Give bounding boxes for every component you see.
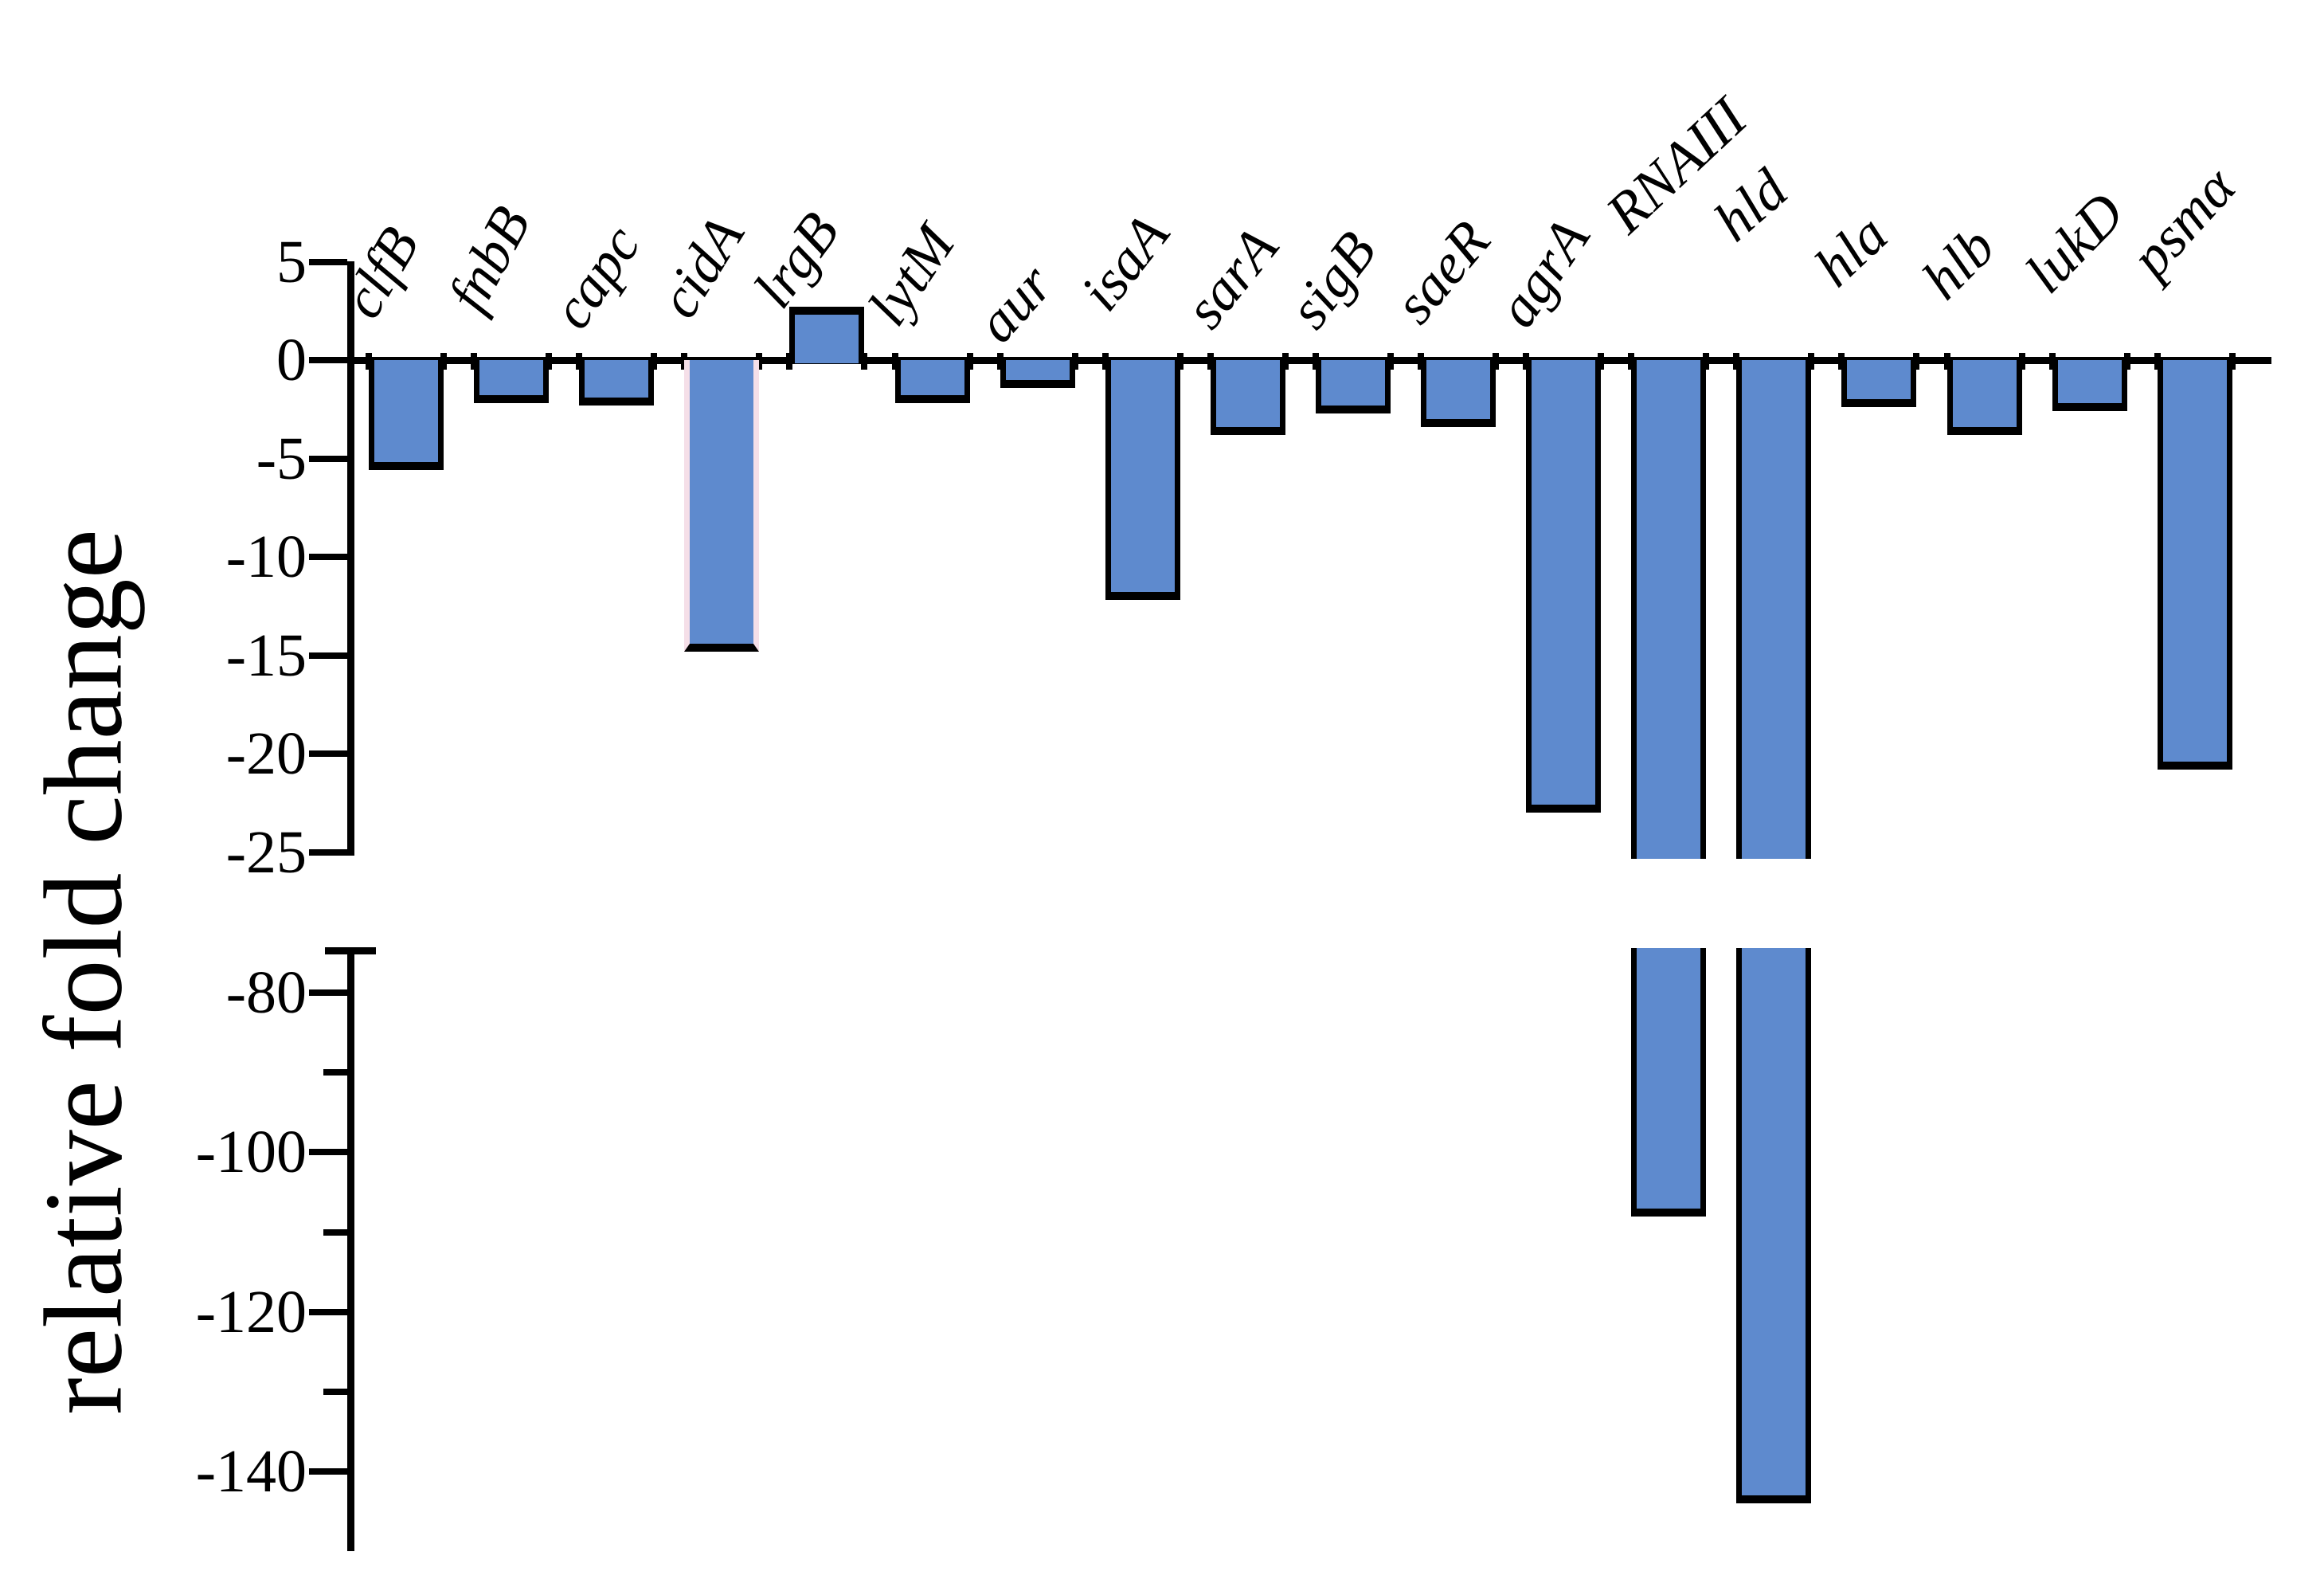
bar-sigB — [1315, 360, 1391, 413]
bar-sarA — [1210, 360, 1285, 435]
y-tick-label-0: 0 — [276, 327, 307, 394]
category-tick — [2228, 353, 2236, 370]
category-label-capc: capc — [539, 214, 653, 340]
y-tick-label--5: -5 — [256, 425, 307, 492]
category-label-psmα: psmα — [2118, 155, 2248, 289]
bar-capc — [579, 360, 655, 406]
category-label-hld: hld — [1702, 157, 1800, 254]
bar-RNAIII — [1631, 360, 1707, 859]
bar-hlb — [1946, 360, 2022, 435]
y-axis-line-upper — [347, 261, 354, 856]
bar-lrgB — [789, 307, 865, 363]
y-tick-label--25: -25 — [225, 818, 307, 886]
category-label-saeR: saeR — [1381, 208, 1503, 335]
bar-cidA — [684, 360, 760, 652]
category-tick — [861, 353, 868, 370]
category-tick — [1071, 353, 1078, 370]
category-tick — [756, 353, 763, 370]
y-axis-line-lower — [347, 950, 354, 1551]
category-tick — [1281, 353, 1289, 370]
category-label-lrgB: lrgB — [741, 200, 852, 319]
category-label-agrA: agrA — [1485, 207, 1602, 339]
bar-psmα — [2157, 360, 2232, 770]
category-label-hlb: hlb — [1909, 214, 2007, 312]
category-tick — [966, 353, 973, 370]
y-tick--100 — [309, 1149, 347, 1156]
y-minor-tick--110 — [323, 1228, 347, 1236]
category-label-aur: aur — [964, 252, 1065, 355]
y-minor-tick--130 — [323, 1389, 347, 1395]
category-tick — [1703, 353, 1710, 370]
y-tick--15 — [309, 652, 347, 659]
y-tick-label--10: -10 — [225, 523, 307, 590]
category-tick — [1176, 353, 1184, 370]
category-tick — [1808, 353, 1815, 370]
y-tick--25 — [309, 848, 347, 856]
y-tick--5 — [309, 455, 347, 462]
bar-hld-lower — [1736, 948, 1812, 1504]
bar-lytM — [894, 360, 970, 404]
y-tick-label--20: -20 — [225, 720, 307, 787]
bar-aur — [1000, 360, 1075, 388]
y-tick-label--80: -80 — [225, 959, 307, 1026]
y-tick-label--120: -120 — [195, 1278, 307, 1346]
category-tick — [546, 353, 553, 370]
bar-isaA — [1105, 360, 1180, 601]
y-tick--80 — [309, 989, 347, 996]
category-label-lukD: lukD — [2012, 180, 2136, 305]
bar-agrA — [1526, 360, 1602, 813]
category-label-sarA: sarA — [1172, 215, 1290, 340]
category-tick — [1913, 353, 1920, 370]
bar-hld — [1736, 360, 1812, 859]
y-tick-label--15: -15 — [225, 621, 307, 689]
y-tick-label--100: -100 — [195, 1119, 307, 1186]
bar-fnbB — [474, 360, 550, 404]
y-tick-label-5: 5 — [276, 228, 307, 296]
category-tick — [2018, 353, 2025, 370]
category-label-fnbB: fnbB — [435, 196, 543, 322]
y-tick--20 — [309, 750, 347, 757]
category-tick — [2123, 353, 2130, 370]
y-minor-tick--90 — [323, 1069, 347, 1076]
category-tick — [440, 353, 447, 370]
bar-clfB — [369, 360, 444, 471]
category-label-cidA: cidA — [646, 205, 757, 329]
category-tick — [1493, 353, 1499, 370]
category-label-isaA: isaA — [1067, 202, 1181, 323]
category-tick — [651, 353, 658, 370]
category-label-lytM: lytM — [855, 214, 967, 337]
x-axis-zero-line — [347, 357, 2271, 364]
bar-saeR — [1421, 360, 1496, 427]
category-label-hla: hla — [1802, 202, 1900, 299]
category-tick — [1598, 353, 1605, 370]
category-tick — [1387, 353, 1394, 370]
y-tick--120 — [309, 1308, 347, 1315]
y-tick-5 — [309, 258, 347, 265]
bar-RNAIII-lower — [1631, 948, 1707, 1217]
y-tick-0 — [309, 357, 347, 363]
y-tick--10 — [309, 554, 347, 560]
bar-hla — [1841, 360, 1917, 408]
y-tick-label--140: -140 — [195, 1438, 307, 1506]
y-tick--140 — [309, 1468, 347, 1475]
category-label-sigB: sigB — [1276, 220, 1389, 340]
bar-lukD — [2052, 360, 2127, 412]
